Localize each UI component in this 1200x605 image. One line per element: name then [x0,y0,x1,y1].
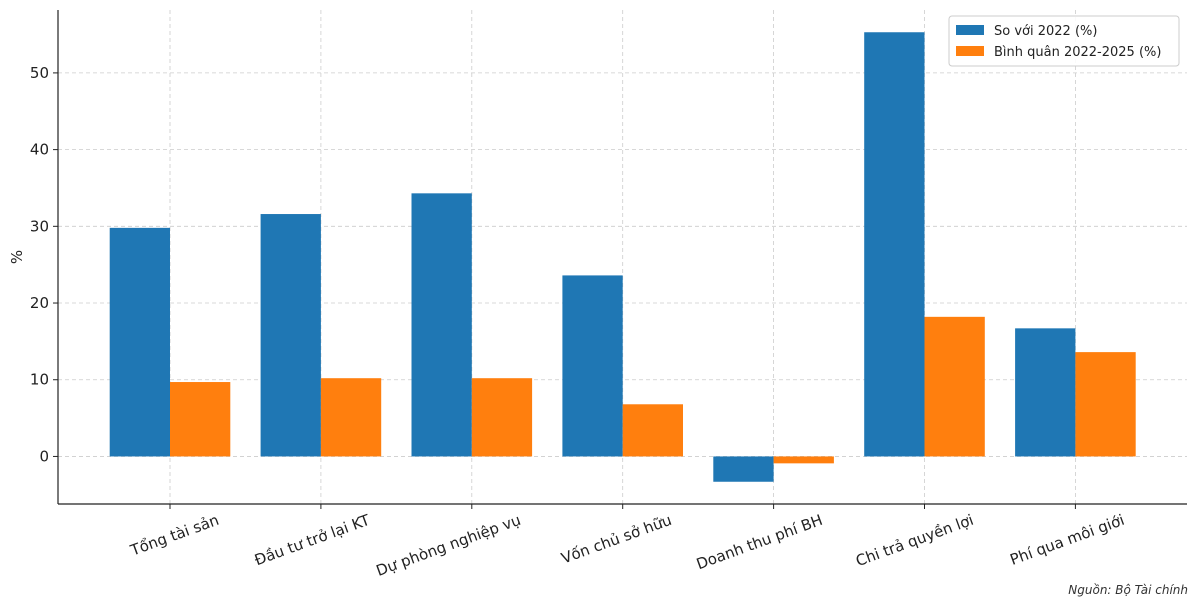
x-tick-label: Đầu tư trở lại KT [252,511,373,570]
bar-binh-quan-3 [622,404,683,457]
bar-binh-quan-1 [320,378,382,457]
bar-so-voi-2022-2 [411,193,472,457]
bar-so-voi-2022-3 [562,275,623,457]
bar-binh-quan-5 [924,316,985,457]
bar-so-voi-2022-5 [864,32,925,457]
y-tick-label: 0 [39,447,49,465]
x-tick-label: Phí qua môi giới [1008,511,1127,569]
x-tick-label: Doanh thu phí BH [694,511,825,573]
legend-swatch [956,46,984,56]
bar-binh-quan-2 [471,378,533,457]
x-tick-labels: Tổng tài sản Đầu tư trở lại KT Dự phòng ng… [127,504,1127,580]
y-axis-label: % [8,250,26,264]
y-tick-label: 10 [30,371,49,389]
bar-binh-quan-6 [1075,352,1136,457]
x-tick-label: Tổng tài sản [127,511,221,560]
legend-label: So với 2022 (%) [994,24,1097,39]
bar-so-voi-2022-4 [713,456,774,482]
bar-so-voi-2022-6 [1015,328,1076,457]
x-tick-label: Vốn chủ sở hữu [559,511,674,568]
x-tick-label: Chi trả quyền lợi [853,511,976,570]
bar-so-voi-2022-1 [260,214,321,457]
legend-label: Bình quân 2022-2025 (%) [994,45,1161,60]
y-tick-label: 30 [30,217,49,235]
y-tick-label: 50 [30,64,49,82]
bar-binh-quan-4 [773,456,834,464]
bars [109,32,1136,482]
y-tick-label: 20 [30,294,49,312]
legend: So với 2022 (%) Bình quân 2022-2025 (%) [948,15,1180,67]
y-tick-label: 40 [30,141,49,159]
legend-box [948,15,1180,67]
x-tick-label: Dự phòng nghiệp vụ [374,511,523,580]
y-tick-labels: 0 10 20 30 40 50 [30,64,58,465]
bar-binh-quan-0 [170,382,231,457]
bar-so-voi-2022-0 [109,227,170,457]
legend-swatch [956,25,984,35]
source-note: Nguồn: Bộ Tài chính [1068,583,1188,597]
